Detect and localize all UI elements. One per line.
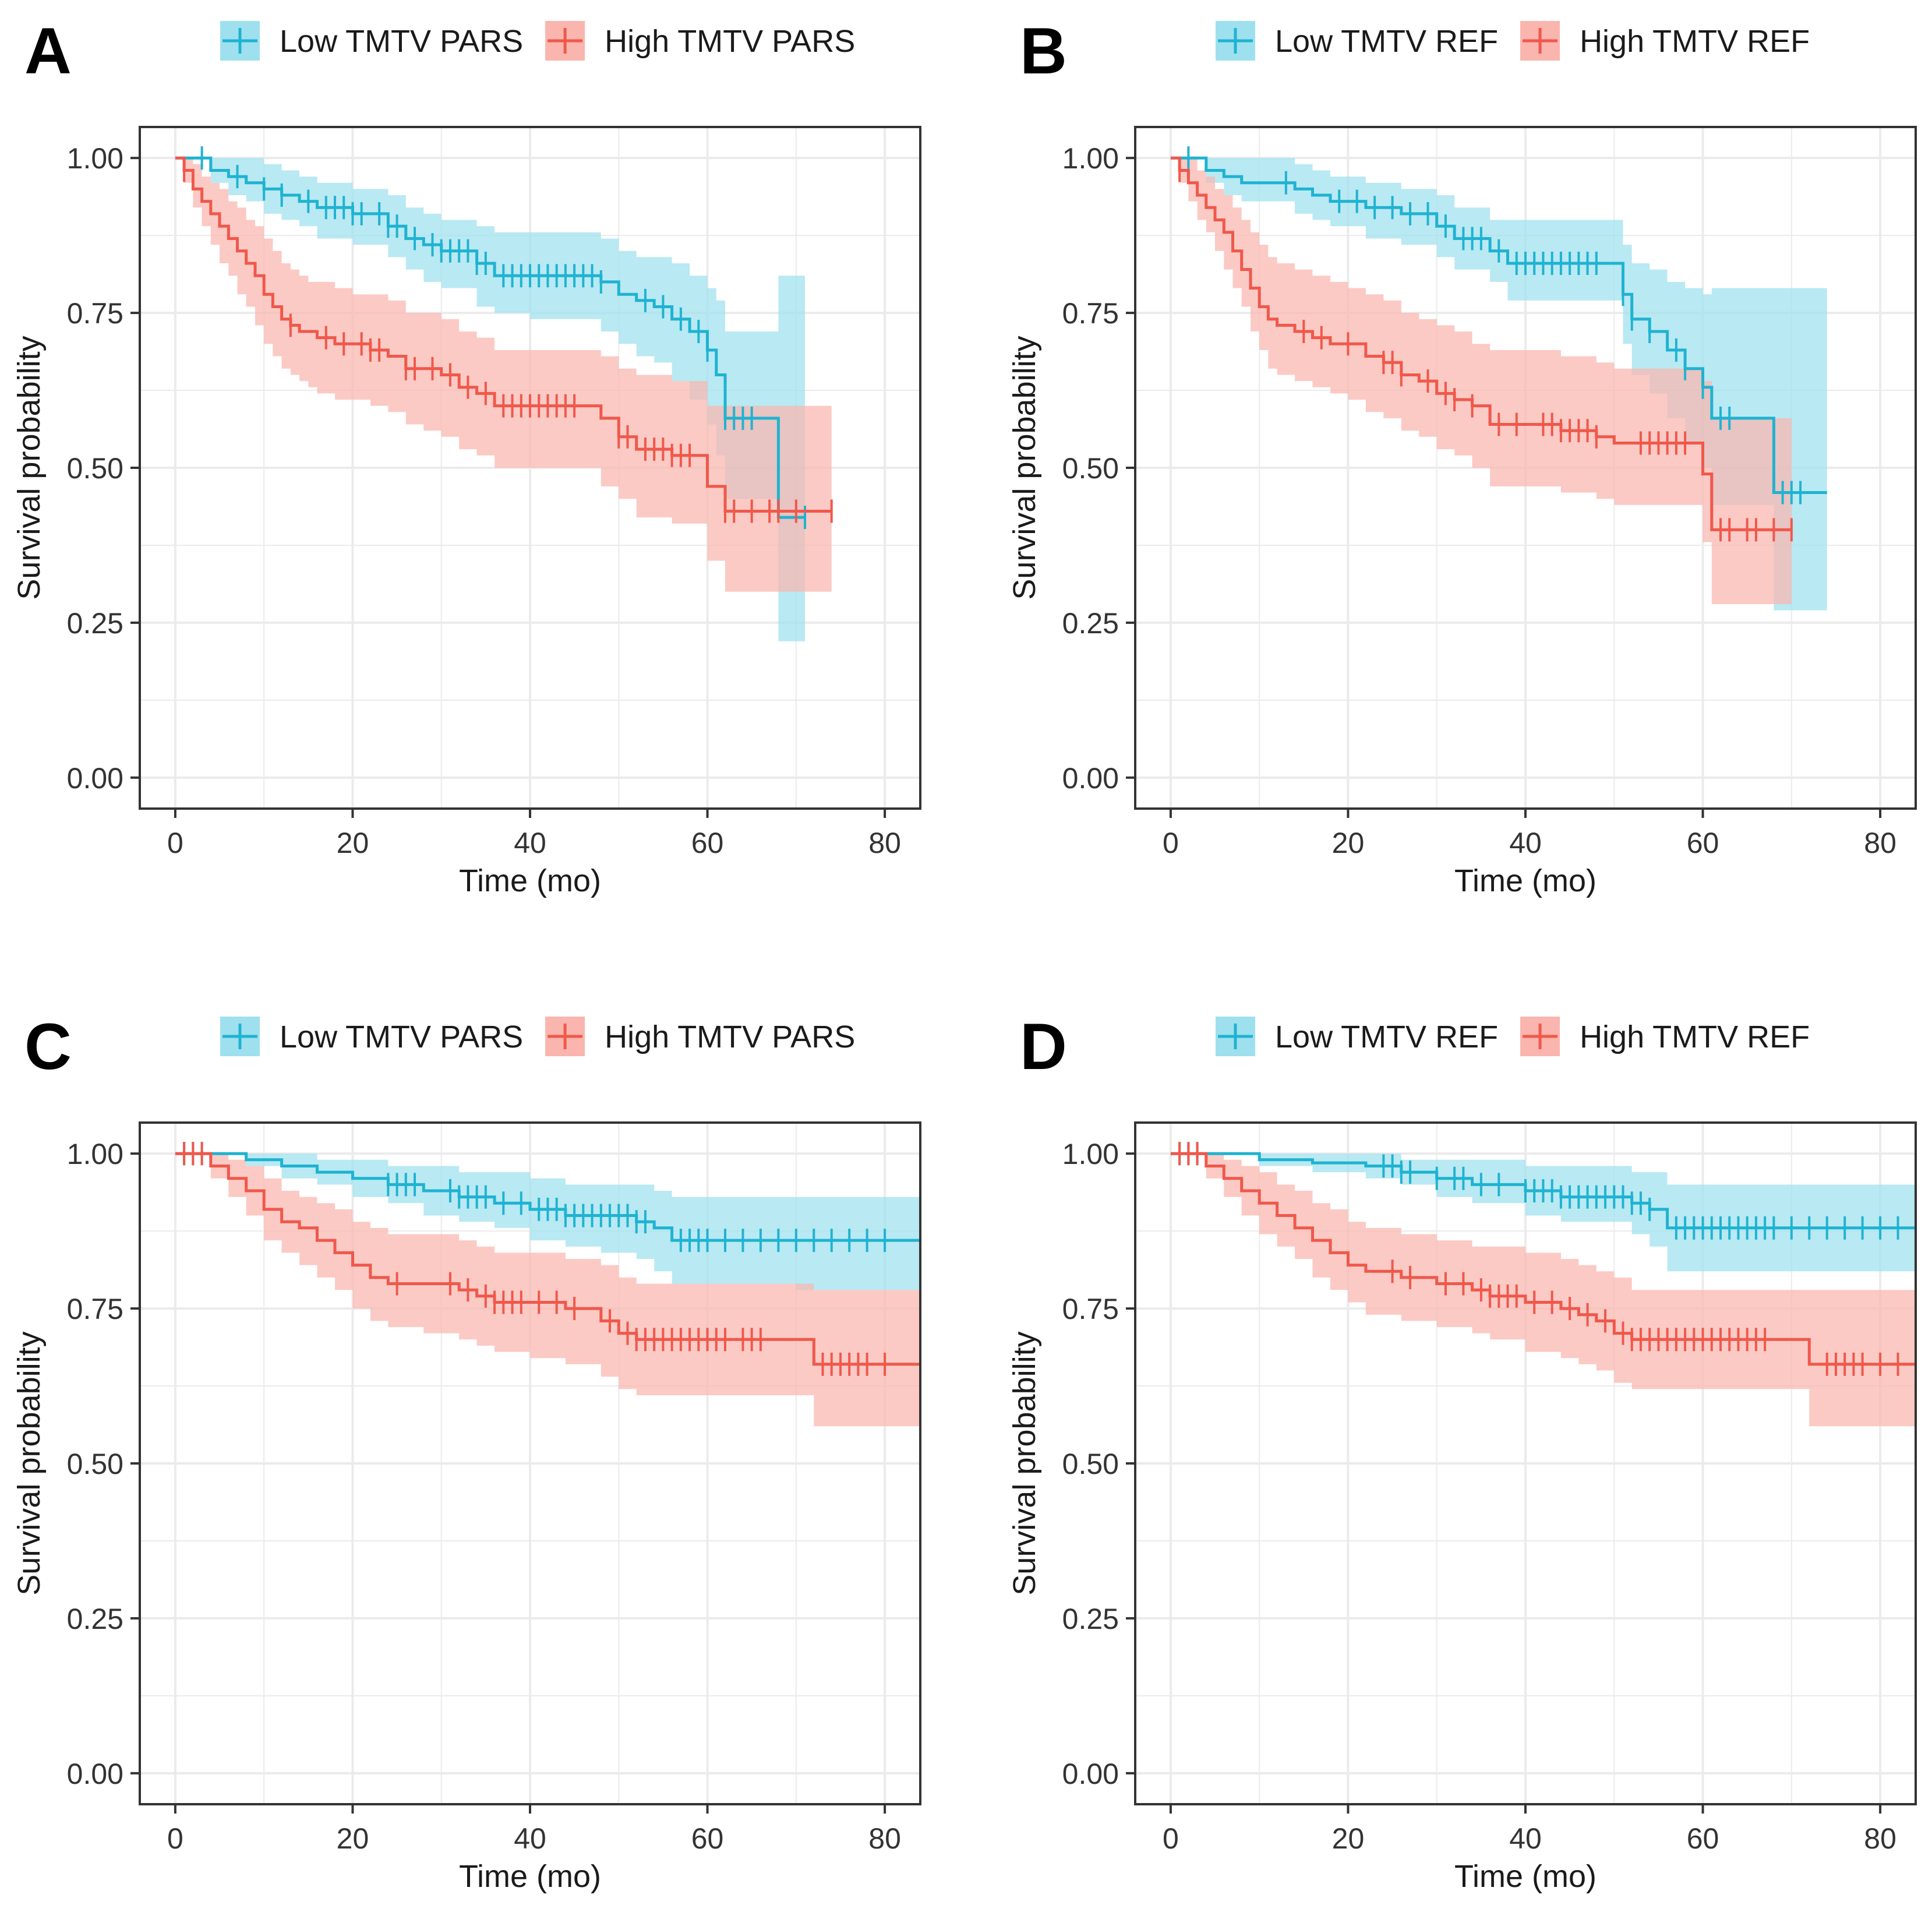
y-tick-label: 0.50 [67,452,123,485]
panel-label: C [24,1010,72,1083]
legend-label-high: High TMTV REF [1580,24,1810,59]
x-tick-label: 0 [167,827,183,859]
x-tick-label: 20 [337,1822,369,1855]
panel-d: D Low TMTV REF High TMTV REF0.000.250.500.… [1007,1010,1917,1894]
x-axis: 0 20 40 60 80 [1163,1804,1896,1855]
x-tick-label: 60 [1687,827,1719,859]
legend-label-high: High TMTV PARS [605,1019,855,1054]
x-tick-label: 80 [868,1822,901,1855]
y-axis-title: Survival probability [12,1331,47,1595]
confidence-band-high [1170,158,1792,604]
panel-a: A Low TMTV PARS High TMTV PARS 0.00 0.25 0.50… [12,15,921,898]
y-tick-label: 0.00 [67,762,123,795]
panel-label: B [1020,15,1067,87]
x-tick-label: 80 [868,827,901,859]
y-tick-label: 0.25 [67,1603,123,1635]
y-axis-title: Survival probability [1007,336,1042,599]
x-tick-label: 40 [1509,827,1542,859]
x-tick-label: 40 [1509,1822,1542,1855]
confidence-band-low [175,158,805,641]
y-tick-label: 0.25 [1062,607,1119,640]
x-axis: 0 20 40 60 80 [167,809,901,859]
legend-label-high: High TMTV PARS [605,24,855,59]
survival-curve-low [1170,156,1827,494]
y-tick-label: 0.50 [1062,452,1119,485]
panel-c: C Low TMTV PARS High TMTV PARS 0.00 0.25 0.50… [12,1010,921,1894]
y-tick-label: 0.25 [67,607,123,640]
y-axis: 0.00 0.25 0.50 0.75 1.00 [67,142,140,795]
legend-label-high: High TMTV REF [1580,1019,1810,1054]
x-tick-label: 20 [337,827,369,859]
x-tick-label: 80 [1864,1822,1896,1855]
y-tick-label: 1.00 [67,1138,123,1170]
y-axis: 0.00 0.25 0.50 0.75 1.00 [1062,1138,1135,1790]
x-tick-label: 0 [1163,827,1179,859]
x-tick-label: 80 [1864,827,1896,859]
x-axis: 0 20 40 60 80 [1163,809,1896,859]
confidence-band-high [175,1153,920,1427]
survival-curve-low [175,1152,920,1242]
survival-curve-low [1170,1152,1916,1230]
y-tick-label: 0.00 [1062,1758,1119,1790]
panel-label: D [1020,1010,1067,1083]
censor-marks-high [1178,1142,1899,1376]
legend-label-low: Low TMTV REF [1275,24,1498,59]
y-axis: 0.00 0.25 0.50 0.75 1.00 [1062,142,1135,795]
x-axis-title: Time (mo) [459,1859,601,1894]
x-axis: 0 20 40 60 80 [167,1804,901,1855]
censor-marks-high [183,1142,886,1376]
censor-marks-high [183,158,833,523]
x-tick-label: 60 [691,1822,724,1855]
grid [1135,1123,1916,1804]
y-tick-label: 0.00 [1062,762,1119,795]
confidence-band-high [1170,1153,1916,1427]
legend-label-low: Low TMTV PARS [280,1019,523,1054]
y-tick-label: 0.75 [67,1293,123,1325]
censor-marks-high [1178,158,1793,542]
y-axis-title: Survival probability [1007,1331,1042,1595]
censor-marks-low [200,146,807,530]
y-tick-label: 0.50 [67,1448,123,1480]
y-tick-label: 1.00 [1062,1138,1119,1170]
x-tick-label: 0 [1163,1822,1179,1855]
x-tick-label: 20 [1332,827,1365,859]
x-axis-title: Time (mo) [1454,863,1597,898]
legend: Low TMTV REF High TMTV REF [1216,21,1810,61]
y-axis-title: Survival probability [12,336,47,599]
legend: Low TMTV REF High TMTV REF [1216,1017,1810,1056]
y-tick-label: 1.00 [67,142,123,175]
survival-curve-high [1170,1152,1916,1366]
x-tick-label: 60 [1687,1822,1719,1855]
confidence-band-high [175,158,832,592]
legend: Low TMTV PARS High TMTV PARS [220,1017,855,1056]
survival-curve-high [175,1152,920,1366]
confidence-band-low [1170,1153,1916,1272]
legend-label-low: Low TMTV REF [1275,1019,1498,1054]
confidence-band-low [175,1153,920,1290]
y-tick-label: 0.75 [1062,297,1119,330]
confidence-band-low [1170,158,1827,611]
legend: Low TMTV PARS High TMTV PARS [220,21,855,61]
y-tick-label: 0.75 [67,297,123,330]
legend-label-low: Low TMTV PARS [280,24,523,59]
y-tick-label: 0.25 [1062,1603,1119,1635]
x-tick-label: 40 [514,827,546,859]
x-axis-title: Time (mo) [1454,1859,1597,1894]
panel-b: B Low TMTV REF High TMTV REF0.000.250.500.… [1007,15,1917,898]
x-tick-label: 40 [514,1822,546,1855]
panel-label: A [24,15,72,87]
y-axis: 0.00 0.25 0.50 0.75 1.00 [67,1138,140,1790]
y-tick-label: 1.00 [1062,142,1119,175]
x-tick-label: 20 [1332,1822,1365,1855]
x-axis-title: Time (mo) [459,863,601,898]
y-tick-label: 0.75 [1062,1293,1119,1325]
x-tick-label: 0 [167,1822,183,1855]
y-tick-label: 0.50 [1062,1448,1119,1480]
x-tick-label: 60 [691,827,724,859]
y-tick-label: 0.00 [67,1758,123,1790]
censor-marks-low [1187,146,1802,505]
